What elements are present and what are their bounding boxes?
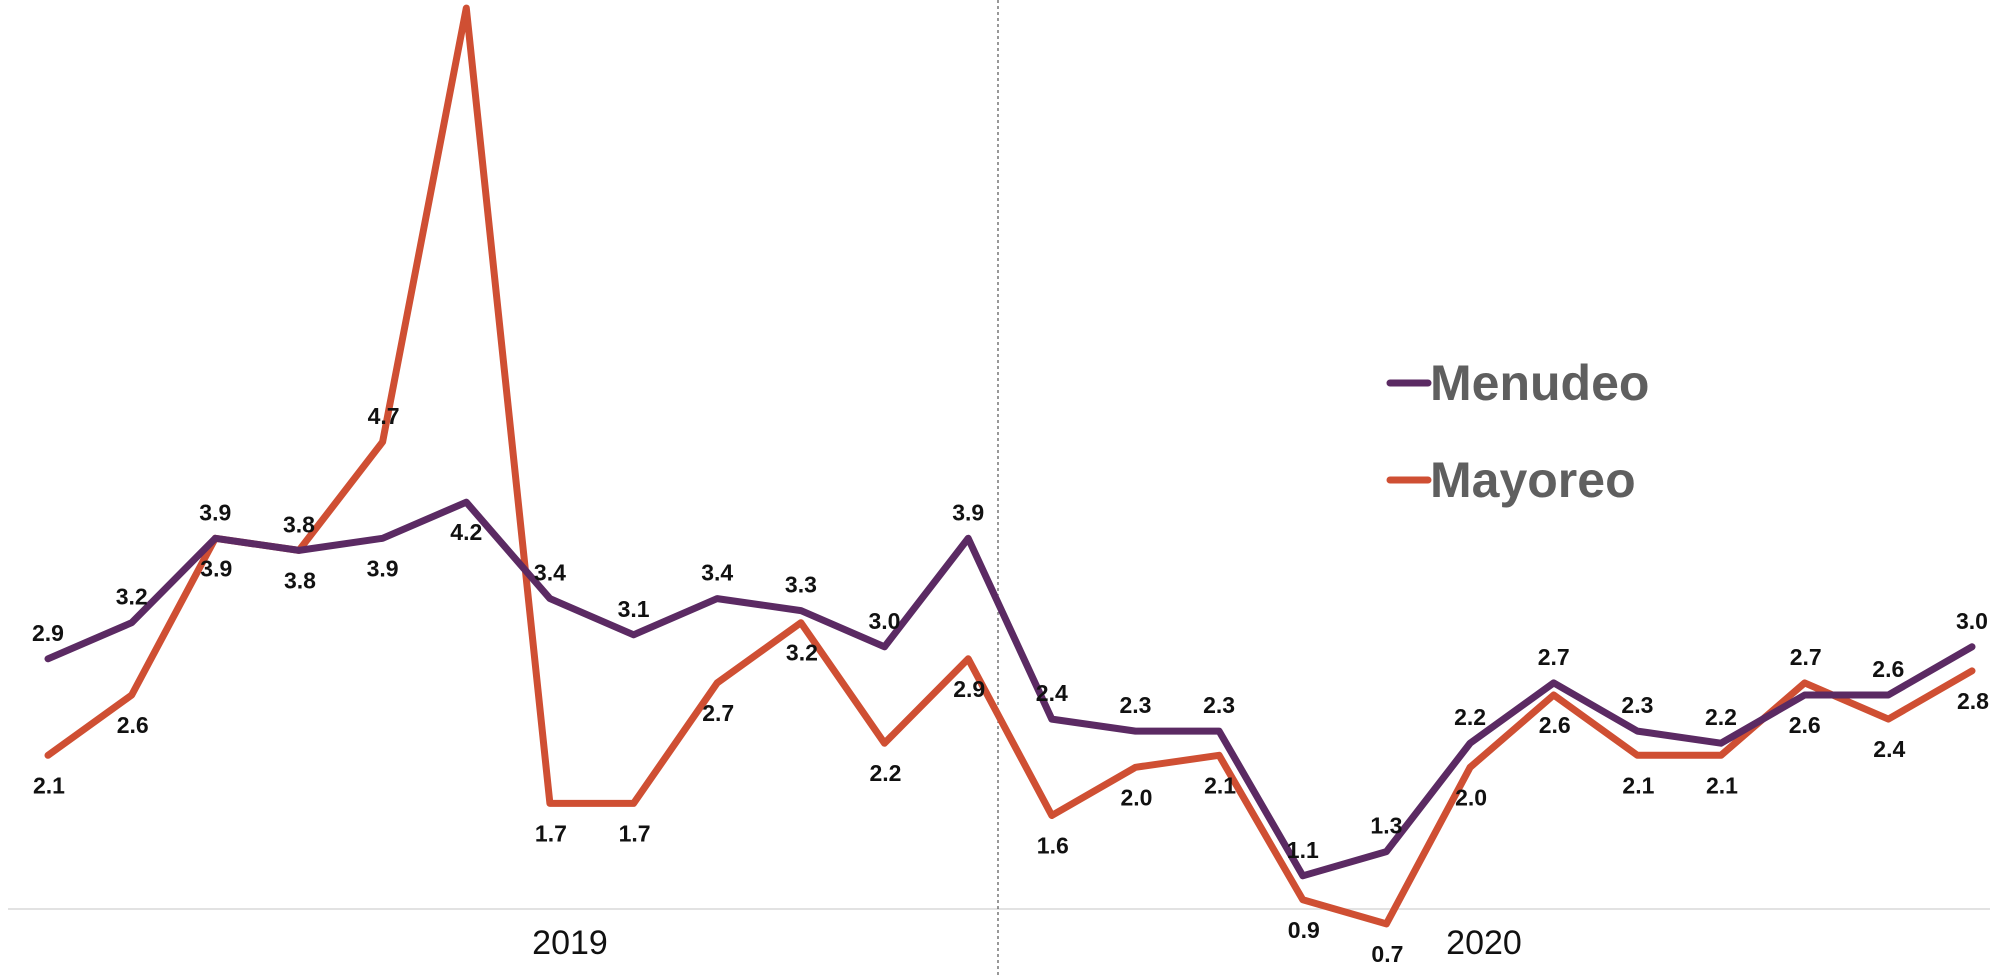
legend-label-menudeo: Menudeo [1430,355,1649,411]
x-tick-label-2019: 2019 [532,924,608,962]
data-label-mayoreo-11: 2.9 [953,676,985,702]
data-label-menudeo-3: 3.8 [283,511,315,537]
data-label-mayoreo-1: 2.6 [117,712,149,738]
data-label-menudeo-5: 4.2 [450,519,482,545]
data-label-mayoreo-23: 2.8 [1957,688,1989,714]
data-label-menudeo-20: 2.2 [1705,704,1737,730]
data-label-mayoreo-4: 4.7 [368,403,400,429]
data-label-mayoreo-14: 2.1 [1204,772,1236,798]
data-label-menudeo-22: 2.6 [1872,656,1904,682]
data-label-menudeo-9: 3.3 [785,572,817,598]
data-label-mayoreo-18: 2.6 [1539,712,1571,738]
series-line-mayoreo [44,4,1976,928]
data-label-menudeo-14: 2.3 [1203,692,1235,718]
data-label-menudeo-15: 1.1 [1287,837,1319,863]
data-label-menudeo-16: 1.3 [1370,813,1402,839]
legend: Menudeo Mayoreo [1386,355,1649,508]
data-label-menudeo-4: 3.9 [367,555,399,581]
data-label-mayoreo-19: 2.1 [1622,772,1654,798]
data-label-menudeo-1: 3.2 [116,584,148,610]
data-labels-layer: 2.9 3.2 3.9 3.8 3.9 4.2 3.4 3.1 3.4 3.3 3.0 3.9 2.4 2… [32,403,1989,967]
data-label-menudeo-18: 2.7 [1538,644,1570,670]
data-label-mayoreo-21: 2.7 [1790,644,1822,670]
data-label-mayoreo-3: 3.8 [284,567,316,593]
data-label-mayoreo-16: 0.7 [1371,941,1403,967]
data-label-mayoreo-2: 3.9 [200,555,232,581]
data-label-menudeo-12: 2.4 [1036,680,1068,706]
data-label-mayoreo-12: 1.6 [1037,833,1069,859]
data-label-mayoreo-7: 1.7 [619,820,651,846]
data-label-menudeo-8: 3.4 [701,560,733,586]
data-label-mayoreo-9: 3.2 [786,640,818,666]
data-label-menudeo-21: 2.6 [1789,712,1821,738]
data-label-mayoreo-20: 2.1 [1706,772,1738,798]
data-label-menudeo-6: 3.4 [534,560,566,586]
series-layer [44,4,1976,928]
x-tick-label-2020: 2020 [1446,924,1522,962]
data-label-menudeo-0: 2.9 [32,620,64,646]
data-label-menudeo-13: 2.3 [1120,692,1152,718]
data-label-menudeo-11: 3.9 [952,499,984,525]
data-label-mayoreo-10: 2.2 [870,760,902,786]
data-label-menudeo-17: 2.2 [1454,704,1486,730]
data-label-menudeo-2: 3.9 [199,499,231,525]
data-label-mayoreo-0: 2.1 [33,772,65,798]
data-label-mayoreo-8: 2.7 [702,700,734,726]
legend-label-mayoreo: Mayoreo [1430,452,1636,508]
data-label-mayoreo-13: 2.0 [1121,784,1153,810]
data-label-menudeo-10: 3.0 [869,608,901,634]
data-label-mayoreo-6: 1.7 [535,820,567,846]
series-line-menudeo [44,498,1976,880]
data-label-mayoreo-17: 2.0 [1455,784,1487,810]
data-label-menudeo-19: 2.3 [1621,692,1653,718]
data-label-mayoreo-15: 0.9 [1288,917,1320,943]
data-label-menudeo-7: 3.1 [618,596,650,622]
data-label-mayoreo-22: 2.4 [1873,736,1905,762]
data-label-menudeo-23: 3.0 [1956,608,1988,634]
